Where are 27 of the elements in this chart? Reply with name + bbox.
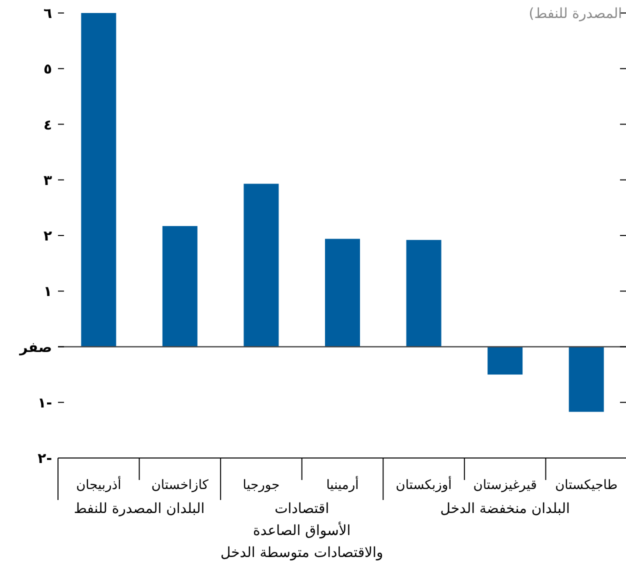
x-tick-label: كازاخستان (151, 478, 210, 493)
bar (406, 240, 442, 347)
y-tick-label: ٦ (43, 6, 52, 22)
bar (488, 346, 523, 375)
y-tick-label: ١ (43, 284, 52, 300)
bar (244, 184, 279, 347)
y-tick-label: ٤ (43, 117, 52, 134)
annotation: المصدرة للنفط) (528, 6, 622, 22)
x-tick-label: أذربيجان (76, 476, 122, 493)
x-tick-label: جورجيا (242, 478, 280, 493)
x-tick-label: قيرغيزستان (473, 478, 537, 493)
bar (325, 238, 360, 347)
y-tick-label: صفر (18, 340, 52, 356)
text: البلدان منخفضة الدخل (440, 501, 570, 517)
y-tick-label: ١- (38, 395, 52, 412)
x-tick-label: أوزبكستان (396, 476, 452, 493)
y-tick-label: ٣ (43, 172, 52, 189)
y-tick-label: ٥ (43, 62, 52, 78)
bar (568, 346, 604, 412)
bar (81, 13, 116, 347)
x-tick-label: أرمينيا (326, 476, 359, 493)
text: اقتصادات الأسواق الصاعدة والاقتصادات متوسطة الدخل (220, 501, 384, 561)
y-tick-label: ٢- (38, 451, 52, 467)
text: البلدان المصدرة للنفط (74, 501, 205, 517)
y-tick-label: ٢ (43, 228, 52, 244)
bar (162, 226, 198, 347)
x-tick-label: طاجيكستان (555, 478, 618, 493)
